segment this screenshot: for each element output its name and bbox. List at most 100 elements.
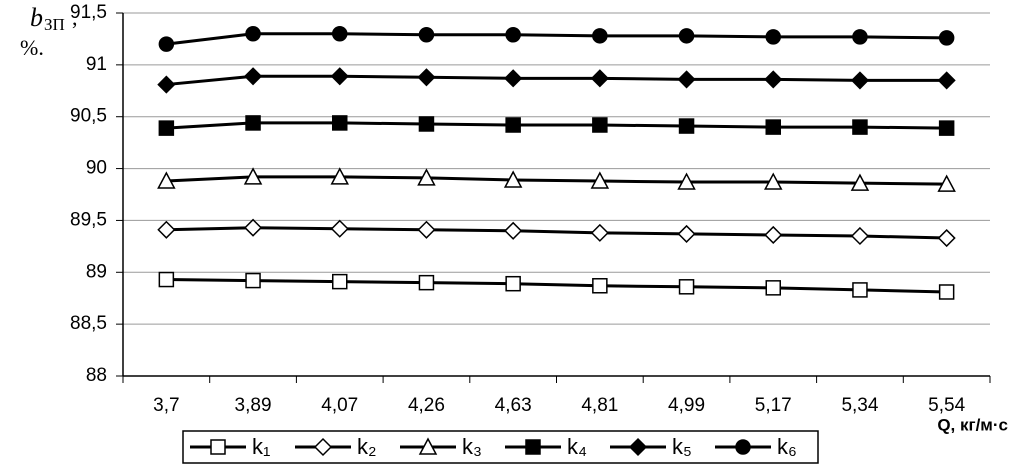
x-tick-label: 4,81 <box>581 395 618 416</box>
data-point <box>850 173 870 191</box>
data-point <box>505 275 521 292</box>
series-line <box>166 32 947 46</box>
data-point <box>243 218 263 237</box>
y-tick-label: 89 <box>86 261 107 282</box>
data-point <box>937 71 956 90</box>
y-tick-label: 90 <box>86 158 107 179</box>
data-point <box>938 30 955 46</box>
data-point <box>245 25 261 42</box>
x-tick-label: 4,99 <box>668 395 705 416</box>
data-point <box>590 223 609 242</box>
data-point <box>937 228 956 248</box>
data-point <box>158 271 175 288</box>
legend-marker <box>210 439 226 455</box>
y-tick-label: 88,5 <box>70 313 107 334</box>
data-point <box>330 219 349 238</box>
series-line <box>166 74 947 87</box>
data-point <box>418 27 435 43</box>
data-point <box>852 29 868 45</box>
data-point <box>330 167 349 185</box>
y-label-symbol: b <box>30 3 43 32</box>
y-tick-label: 91,5 <box>70 2 107 23</box>
data-point <box>330 67 349 86</box>
data-point <box>764 70 783 89</box>
data-point <box>850 226 870 246</box>
series-line <box>166 121 947 130</box>
data-point <box>157 220 176 239</box>
data-point <box>243 67 263 86</box>
data-point <box>418 274 435 291</box>
data-point <box>592 117 608 133</box>
data-point <box>332 115 348 131</box>
data-point <box>677 70 696 89</box>
x-tick-label: 4,63 <box>495 395 532 416</box>
legend-label: k₂ <box>357 434 377 459</box>
data-point <box>332 25 348 42</box>
data-point <box>158 36 175 52</box>
series-line <box>166 175 947 186</box>
y-label-subscript: ЗП <box>44 15 65 34</box>
legend-marker <box>418 437 438 455</box>
legend-label: k₅ <box>672 434 692 459</box>
legend-label: k₁ <box>252 434 270 459</box>
data-point <box>677 224 696 243</box>
data-point <box>850 71 870 90</box>
data-point <box>417 68 436 87</box>
legend-label: k₆ <box>777 434 797 459</box>
legend-label: k₄ <box>567 434 587 459</box>
series-line <box>166 226 947 240</box>
y-tick-label: 88 <box>86 365 107 386</box>
data-point <box>503 170 523 188</box>
data-point <box>765 119 781 135</box>
y-label-suffix: , <box>72 5 78 30</box>
y-tick-label: 89,5 <box>70 209 107 230</box>
data-point <box>157 75 176 94</box>
data-point <box>157 171 176 189</box>
y-label-unit: %. <box>20 35 44 60</box>
x-tick-label: 4,26 <box>408 395 445 416</box>
data-point <box>505 27 521 43</box>
data-point <box>678 118 695 134</box>
series-line <box>166 278 947 294</box>
x-label: Q, кг/м·с <box>937 415 1008 434</box>
x-tick-label: 3,89 <box>235 395 272 416</box>
data-point <box>938 284 955 300</box>
data-point <box>504 69 523 88</box>
data-point <box>852 282 868 298</box>
data-point <box>852 119 868 135</box>
x-tick-label: 5,17 <box>755 395 792 416</box>
y-tick-label: 91 <box>86 54 107 75</box>
x-tick-label: 4,07 <box>321 395 358 416</box>
data-point <box>245 272 261 289</box>
data-point <box>764 172 783 190</box>
data-point <box>418 116 435 132</box>
y-tick-label: 90,5 <box>70 106 107 127</box>
data-point <box>332 273 348 290</box>
x-tick-label: 3,7 <box>153 395 179 416</box>
data-point <box>592 28 608 44</box>
data-point <box>765 29 781 45</box>
legend-box <box>182 430 819 464</box>
legend-marker <box>525 439 541 455</box>
data-point <box>677 172 696 190</box>
data-point <box>937 174 956 192</box>
data-point <box>158 120 175 136</box>
data-point <box>764 225 783 245</box>
data-point <box>765 280 781 296</box>
data-point <box>590 69 609 88</box>
legend-label: k₃ <box>462 434 482 459</box>
data-point <box>590 171 610 189</box>
legend-marker <box>313 437 333 457</box>
data-point <box>938 120 955 136</box>
data-point <box>243 167 263 185</box>
data-point <box>417 220 436 239</box>
data-point <box>505 117 521 133</box>
data-point <box>504 221 523 240</box>
data-point <box>678 28 695 44</box>
legend-marker <box>628 437 648 457</box>
data-point <box>592 278 608 294</box>
data-point <box>245 115 261 131</box>
x-tick-label: 5,34 <box>841 395 878 416</box>
